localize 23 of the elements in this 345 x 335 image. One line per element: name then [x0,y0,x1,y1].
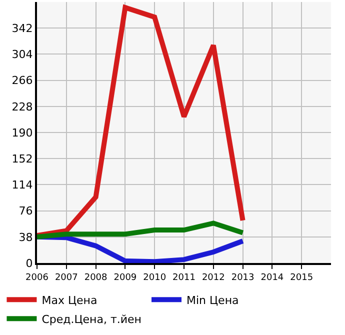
x-tick-label: 2010 [143,272,166,283]
y-tick-label: 190 [12,126,33,140]
x-tick-label: 2011 [172,272,196,283]
y-tick-label: 266 [12,74,33,88]
y-tick-label: 342 [12,22,33,35]
x-tick-label: 2007 [54,272,78,283]
legend-label: Max Цена [42,294,98,307]
y-tick-label: 76 [18,204,33,218]
y-tick-label: 152 [12,152,33,166]
x-tick-label: 2015 [290,272,314,283]
y-tick-label: 38 [18,230,33,244]
y-tick-label: 114 [12,178,33,192]
y-tick-label: 304 [12,48,33,62]
legend-label: Сред.Цена, т.йен [42,312,142,326]
x-tick-label: 2013 [231,272,254,283]
x-tick-label: 2006 [26,272,49,283]
y-tick-label: 228 [12,100,33,114]
x-tick-label: 2014 [260,272,284,283]
legend-label: Min Цена [186,294,239,307]
y-tick-label: 0 [26,256,33,270]
x-tick-label: 2012 [202,272,225,283]
x-tick-label: 2008 [84,272,108,283]
x-tick-label: 2009 [114,272,137,283]
